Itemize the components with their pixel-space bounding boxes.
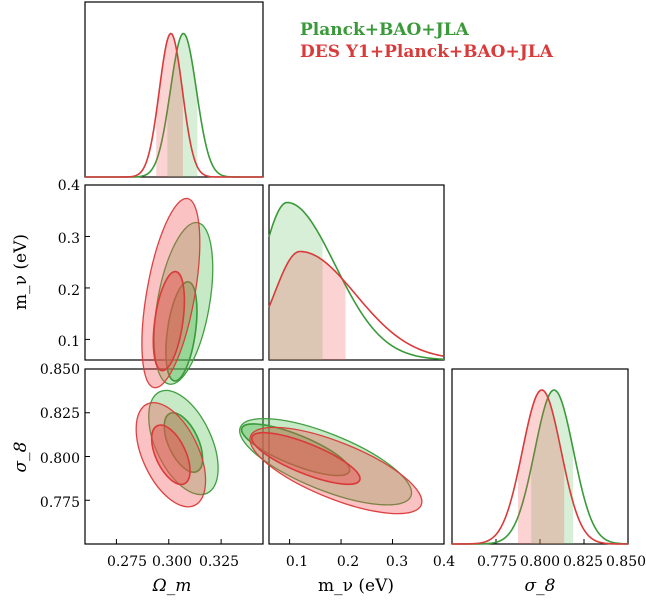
ylabel-mnu: m_ν (eV) bbox=[11, 234, 31, 310]
xtick-omega-1: 0.275 bbox=[107, 554, 147, 570]
sigma8-1d-planck-curve bbox=[452, 389, 629, 545]
mnu-1d-planck-curve bbox=[268, 201, 445, 361]
contour95-mnu-omega-planck bbox=[153, 221, 214, 385]
legend-series-2: DES Y1+Planck+BAO+JLA bbox=[300, 42, 554, 62]
mnu-1d-des-curve bbox=[268, 250, 445, 358]
mnu-1d-des-band bbox=[269, 251, 346, 360]
xtick-mnu-4: 0.4 bbox=[433, 554, 455, 570]
mnu-1d-planck-band bbox=[269, 202, 323, 360]
ytick-s8-4: 0.850 bbox=[40, 362, 80, 378]
xtick-s8-1: 0.775 bbox=[477, 554, 517, 570]
contour95-mnu-omega-des bbox=[141, 197, 201, 389]
ytick-mnu-4: 0.4 bbox=[58, 178, 80, 194]
ytick-s8-2: 0.800 bbox=[40, 451, 80, 467]
panel-mnu-1d bbox=[268, 184, 445, 361]
xtick-mnu-2: 0.2 bbox=[337, 554, 359, 570]
xlabel-mnu: m_ν (eV) bbox=[318, 576, 394, 596]
contour68-mnu-omega-des bbox=[152, 270, 186, 372]
contour68-s8-omega-des bbox=[150, 424, 191, 486]
legend-series-1: Planck+BAO+JLA bbox=[300, 20, 470, 40]
ytick-s8-1: 0.775 bbox=[40, 495, 80, 511]
xtick-s8-3: 0.825 bbox=[563, 554, 603, 570]
panel-mnu-omega bbox=[84, 184, 264, 361]
ylabel-sigma8: σ_8 bbox=[11, 441, 31, 472]
contour95-s8-mnu-planck bbox=[239, 417, 413, 506]
xtick-omega-2: 0.300 bbox=[152, 554, 192, 570]
xtick-s8-4: 0.850 bbox=[606, 554, 646, 570]
panel-omega-1d bbox=[84, 1, 264, 178]
xtick-mnu-3: 0.3 bbox=[386, 554, 408, 570]
xtick-mnu-1: 0.1 bbox=[286, 554, 308, 570]
chart-marks bbox=[85, 32, 629, 545]
ytick-mnu-1: 0.1 bbox=[58, 334, 80, 350]
xtick-omega-3: 0.325 bbox=[199, 554, 239, 570]
contour68-s8-omega-planck bbox=[163, 412, 204, 473]
sigma8-1d-des-curve bbox=[451, 389, 629, 545]
contour68-s8-mnu-planck bbox=[240, 423, 351, 477]
sigma8-1d-planck-band bbox=[531, 390, 573, 544]
xtick-s8-2: 0.800 bbox=[520, 554, 560, 570]
omega-1d-des-curve bbox=[85, 32, 263, 178]
ytick-s8-3: 0.825 bbox=[40, 406, 80, 422]
ytick-mnu-2: 0.2 bbox=[58, 283, 80, 299]
contour68-s8-mnu-des bbox=[251, 431, 361, 486]
ytick-mnu-3: 0.3 bbox=[58, 231, 80, 247]
sigma8-1d-des-band bbox=[518, 390, 565, 544]
xlabel-omega: Ω_m bbox=[152, 576, 192, 596]
contour95-s8-mnu-des bbox=[249, 426, 423, 515]
xlabel-sigma8: σ_8 bbox=[525, 576, 556, 596]
